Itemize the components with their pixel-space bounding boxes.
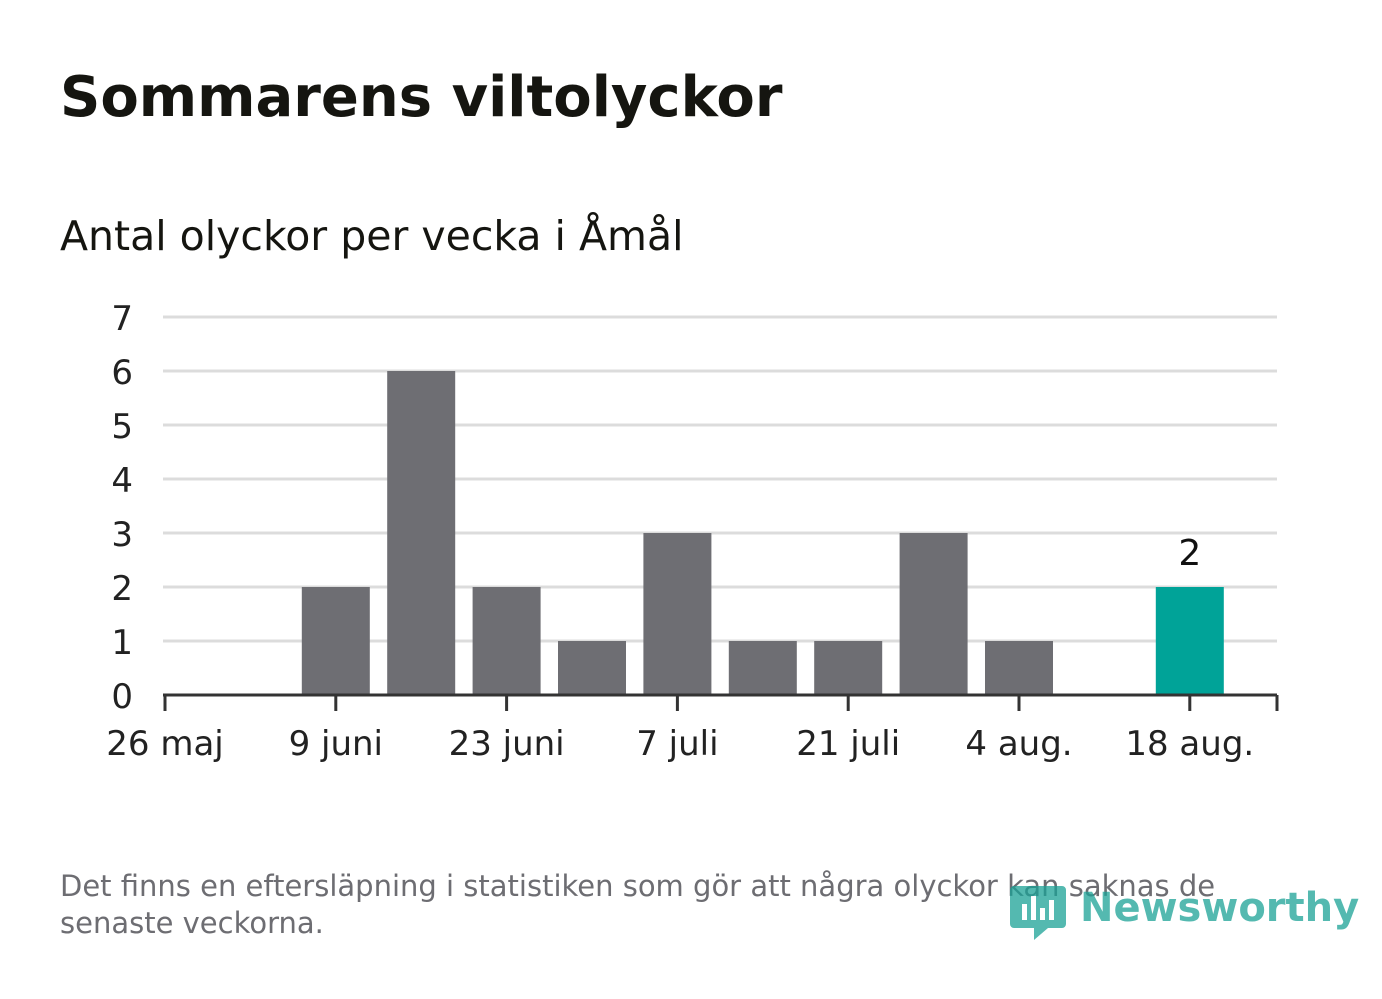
bar — [985, 641, 1053, 695]
x-tick-label: 9 juni — [289, 724, 383, 764]
bar — [643, 533, 712, 695]
y-tick-label: 0 — [111, 677, 133, 717]
x-axis — [163, 693, 1279, 711]
y-tick-label: 4 — [111, 461, 133, 501]
bar-chart: 0 1 2 3 4 5 6 7 2 26 maj 9 juni 23 juni 7 juli 21 jul… — [106, 299, 1279, 764]
x-tick-label: 4 aug. — [965, 724, 1072, 764]
y-tick-label: 7 — [111, 299, 133, 339]
y-tick-label: 1 — [111, 623, 133, 663]
y-tick-label: 5 — [111, 407, 133, 447]
x-tick-label: 21 juli — [796, 724, 900, 764]
bar — [472, 587, 541, 695]
y-tick-label: 2 — [111, 569, 133, 609]
data-label: 2 — [1178, 533, 1201, 574]
bar-highlight — [1155, 587, 1224, 695]
bar — [899, 533, 968, 695]
chart-title: Sommarens viltolyckor — [60, 65, 783, 130]
brand-name: Newsworthy — [1080, 885, 1360, 931]
brand-logo: Newsworthy — [1010, 876, 1359, 942]
x-tick-label: 18 aug. — [1125, 724, 1254, 764]
bar — [814, 641, 883, 695]
bar — [387, 371, 456, 695]
bars — [301, 371, 1224, 695]
bar — [728, 641, 797, 695]
bar — [558, 641, 626, 695]
axis-labels: 0 1 2 3 4 5 6 7 2 26 maj 9 juni 23 juni 7 juli 21 jul… — [106, 299, 1254, 764]
x-tick-label: 23 juni — [449, 724, 565, 764]
x-tick-label: 26 maj — [106, 724, 223, 764]
y-tick-label: 6 — [111, 353, 133, 393]
bar — [301, 587, 370, 695]
y-tick-label: 3 — [111, 515, 133, 555]
bar-chart-speech-bubble-icon — [1010, 886, 1066, 940]
x-tick-label: 7 juli — [636, 724, 718, 764]
chart-subtitle: Antal olyckor per vecka i Åmål — [60, 212, 684, 260]
